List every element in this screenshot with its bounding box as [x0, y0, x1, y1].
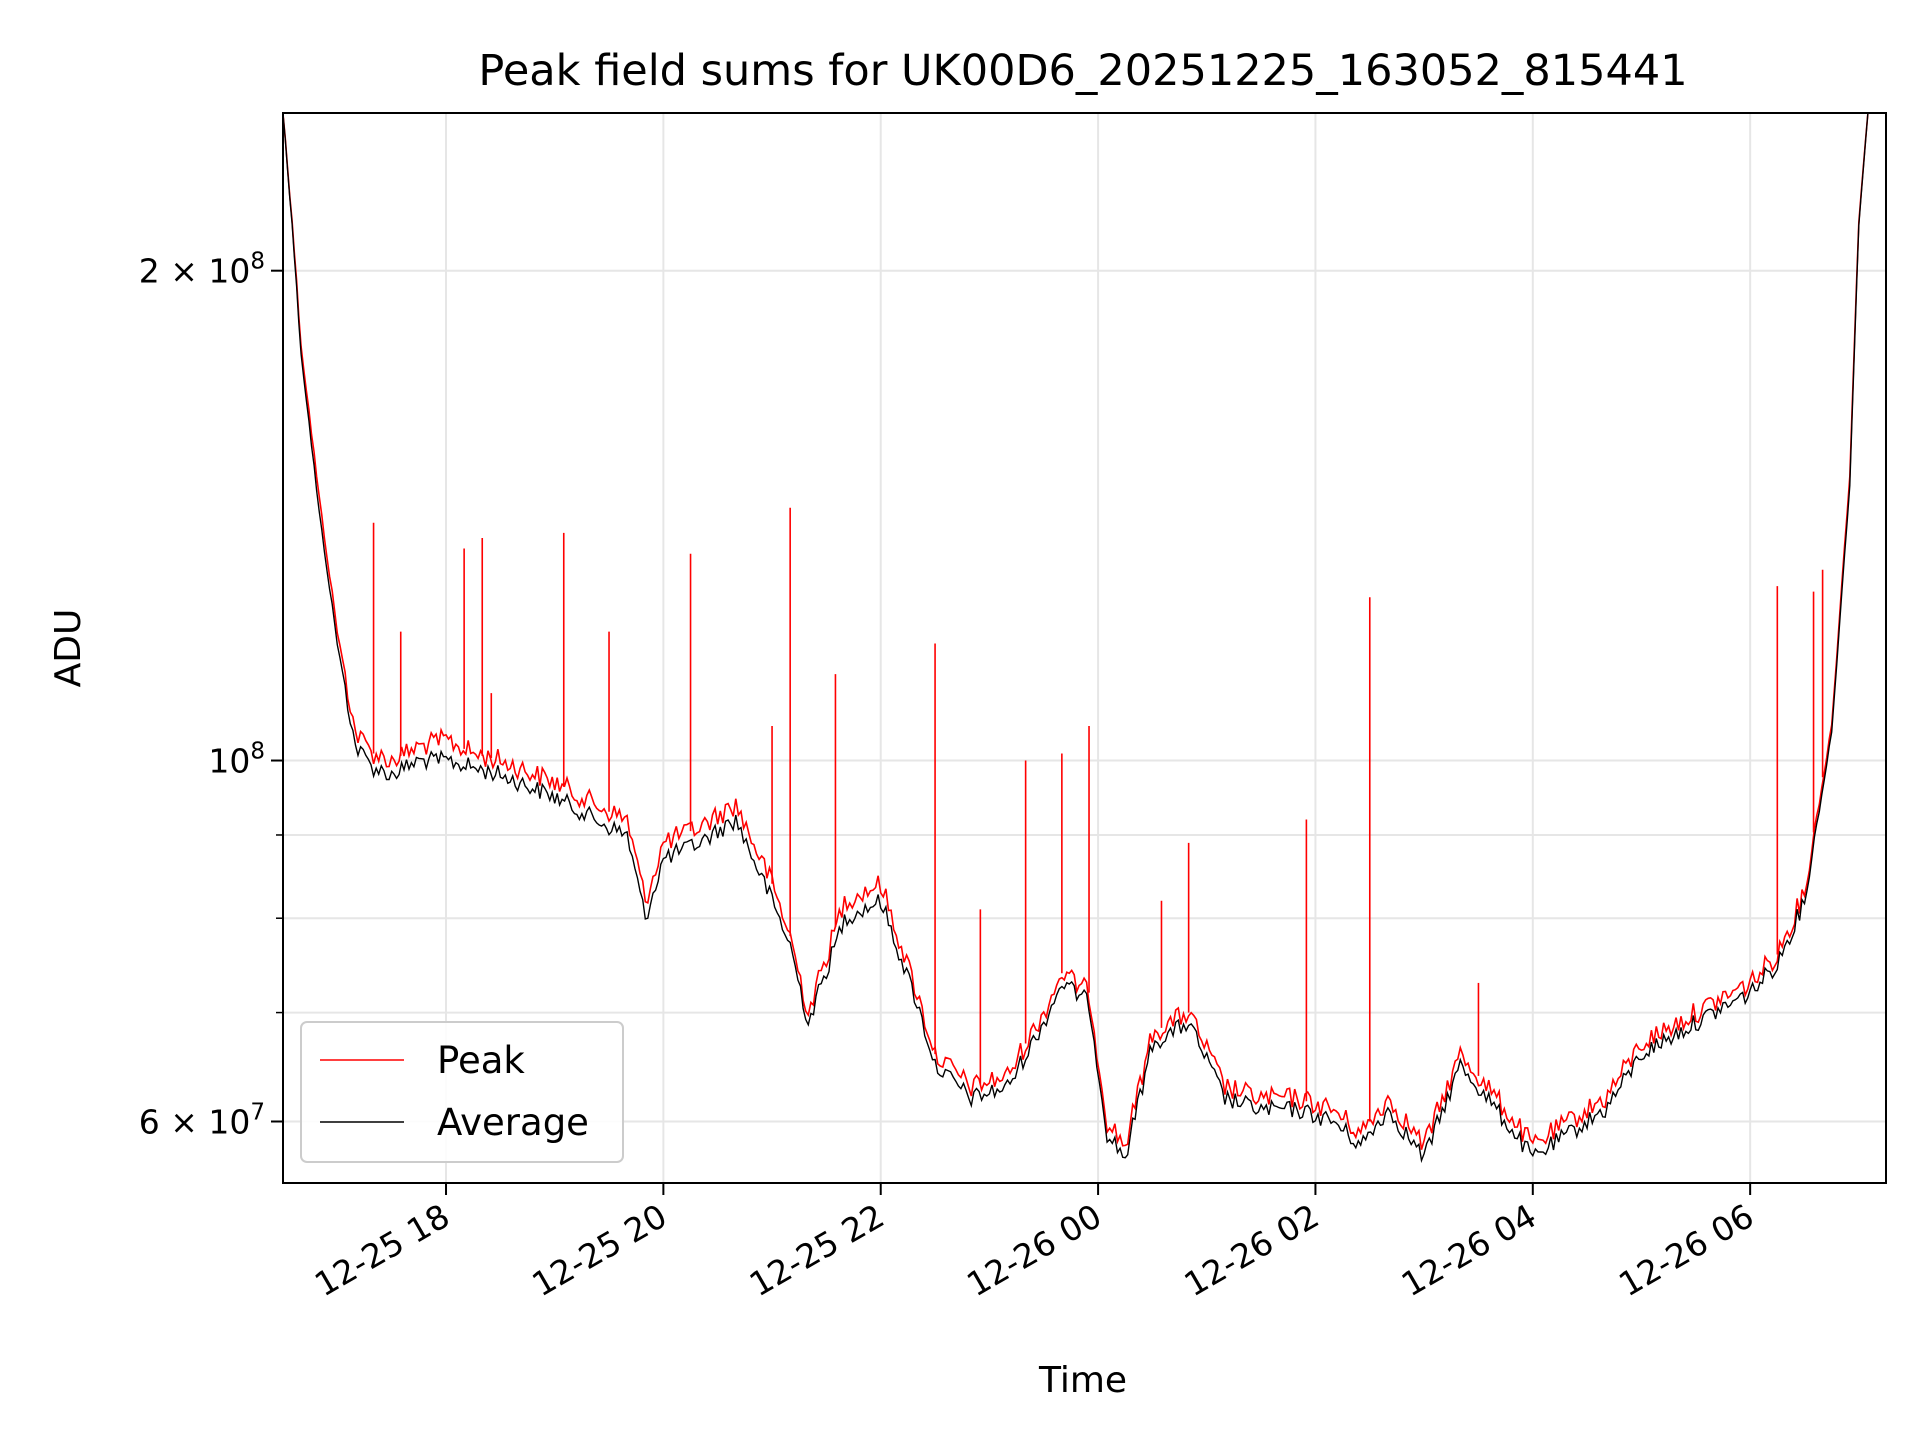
series-average-line — [283, 113, 1869, 1164]
legend-label-peak: Peak — [437, 1039, 525, 1082]
legend-box — [300, 1021, 624, 1163]
grid — [283, 113, 1886, 1183]
y-tick-label: 6 × 107 — [139, 1100, 265, 1142]
x-axis-label: Time — [1038, 1360, 1127, 1401]
y-axis-label: ADU — [48, 609, 89, 688]
peak-spikes — [372, 507, 1824, 1122]
chart-title: Peak field sums for UK00D6_20251225_1630… — [478, 46, 1687, 96]
y-tick-label: 108 — [208, 739, 265, 781]
legend: Peak Average — [300, 1021, 624, 1163]
y-axis-ticks: 6 × 107 108 2 × 108 — [139, 249, 283, 1142]
plot-frame — [282, 112, 1887, 1184]
series-peak-line — [283, 113, 1869, 1150]
legend-label-average: Average — [437, 1101, 589, 1144]
plot-area — [283, 113, 1869, 1164]
y-tick-label: 2 × 108 — [139, 249, 265, 291]
